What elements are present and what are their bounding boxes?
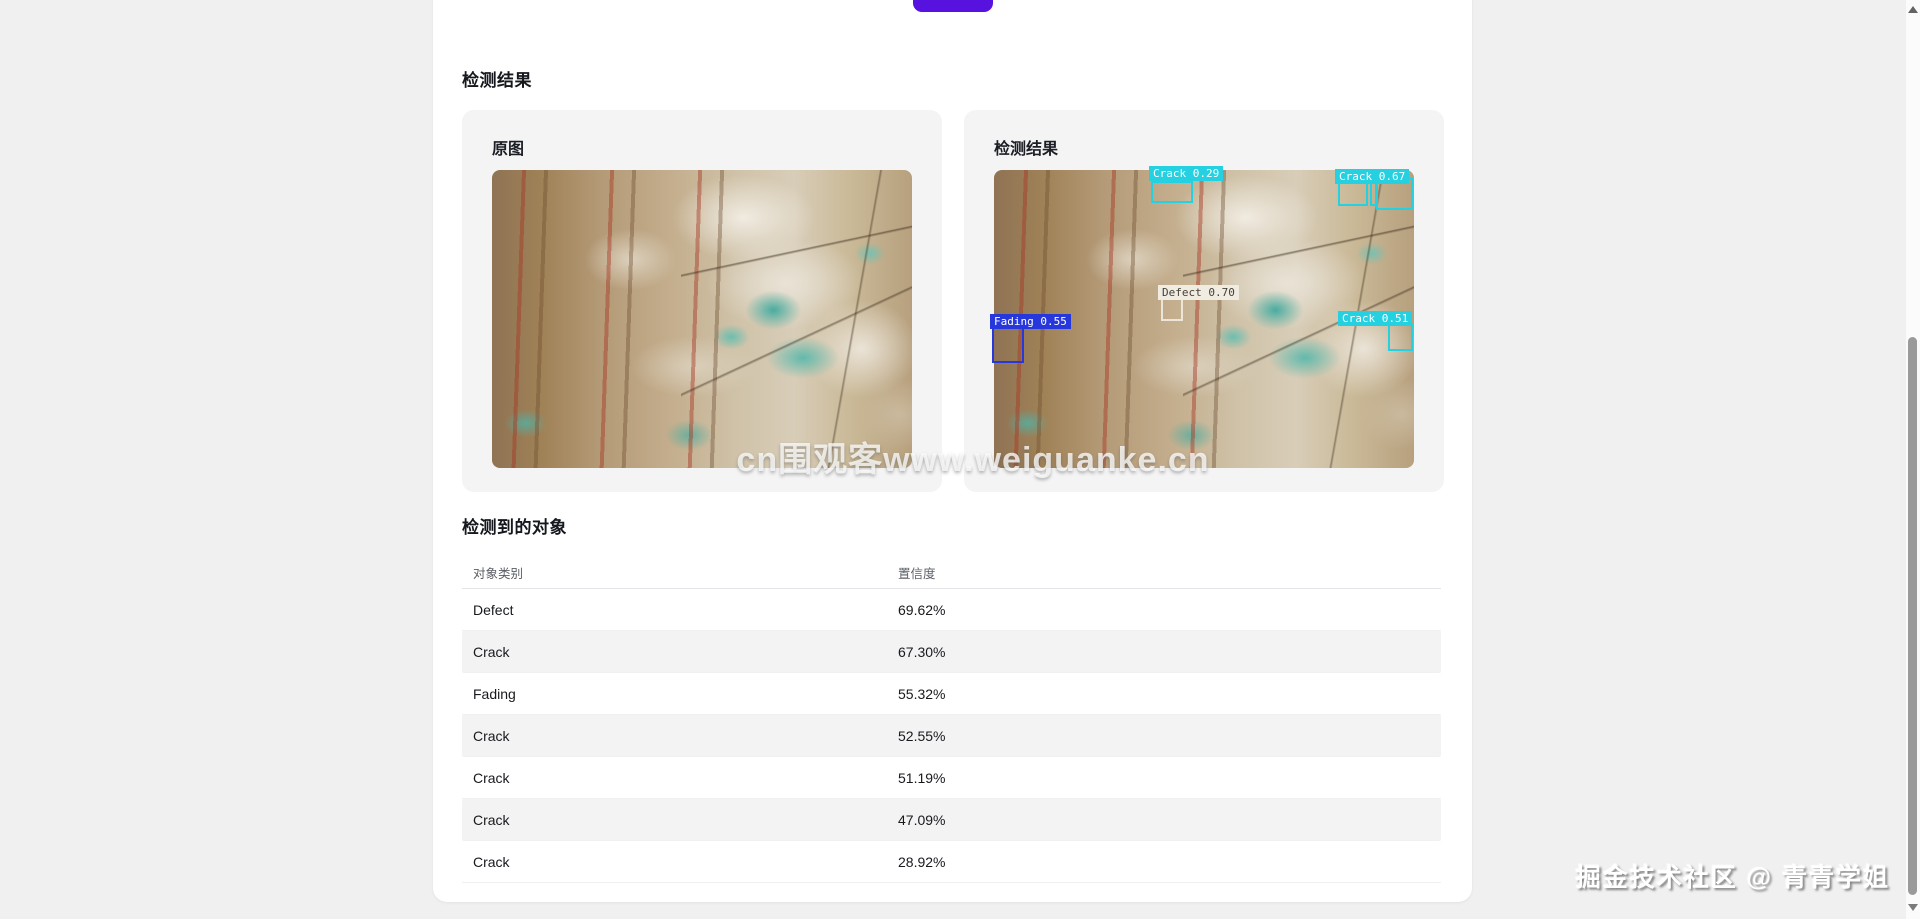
scroll-up-arrow-icon[interactable]: [1908, 6, 1918, 13]
original-panel-title: 原图: [492, 141, 525, 158]
cell-category: Crack: [473, 727, 510, 744]
cell-category: Crack: [473, 811, 510, 828]
objects-heading: 检测到的对象: [462, 518, 567, 537]
detection-label: Fading 0.55: [990, 314, 1071, 329]
bounding-box: [992, 327, 1024, 363]
cell-category: Defect: [473, 601, 514, 618]
bounding-box: [1388, 323, 1413, 351]
mural-photo: [492, 170, 912, 468]
cell-confidence: 52.55%: [898, 727, 946, 744]
detected-objects-table: 对象类别 置信度 Defect 69.62% Crack 67.30% Fading 55…: [462, 556, 1441, 883]
cell-confidence: 69.62%: [898, 601, 946, 618]
original-image: [492, 170, 912, 468]
detection-overlay: Crack 0.29 Crack 0.67 Defect 0.70 Fading 0.…: [990, 166, 1414, 468]
detection-label: Defect 0.70: [1158, 285, 1239, 300]
scrollbar-thumb[interactable]: [1908, 337, 1917, 895]
table-body: Defect 69.62% Crack 67.30% Fading 55.32% Crack…: [462, 589, 1441, 883]
detection-label: Crack 0.67: [1335, 169, 1410, 184]
results-card: 检测结果 原图 检测结果 Crack 0.29 Crack 0.67 Defect …: [433, 0, 1472, 902]
cell-category: Crack: [473, 769, 510, 786]
table-row: Crack 67.30%: [462, 631, 1441, 673]
table-row: Crack 51.19%: [462, 757, 1441, 799]
detected-image-panel: 检测结果 Crack 0.29 Crack 0.67 Defect 0.70 Fadi…: [964, 110, 1444, 492]
detect-submit-button[interactable]: [913, 0, 993, 12]
cell-category: Fading: [473, 685, 516, 702]
attribution-text: 掘金技术社区 @ 青青学姐: [1575, 864, 1890, 892]
table-row: Defect 69.62%: [462, 589, 1441, 631]
table-row: Crack 28.92%: [462, 841, 1441, 883]
cell-confidence: 47.09%: [898, 811, 946, 828]
results-heading: 检测结果: [462, 71, 532, 90]
cell-confidence: 55.32%: [898, 685, 946, 702]
table-header-row: 对象类别 置信度: [462, 556, 1441, 589]
detected-panel-title: 检测结果: [994, 141, 1059, 158]
detection-label: Crack 0.29: [1149, 166, 1224, 181]
col-header-confidence: 置信度: [898, 566, 936, 581]
original-image-panel: 原图: [462, 110, 942, 492]
detected-image: Crack 0.29 Crack 0.67 Defect 0.70 Fading 0.…: [990, 166, 1414, 468]
detection-label: Crack 0.51: [1338, 311, 1413, 326]
table-row: Crack 47.09%: [462, 799, 1441, 841]
cell-category: Crack: [473, 643, 510, 660]
cell-category: Crack: [473, 853, 510, 870]
cell-confidence: 28.92%: [898, 853, 946, 870]
bounding-box: [1161, 298, 1183, 321]
bounding-box: [1151, 181, 1193, 203]
cell-confidence: 67.30%: [898, 643, 946, 660]
table-row: Fading 55.32%: [462, 673, 1441, 715]
scroll-down-arrow-icon[interactable]: [1908, 904, 1918, 911]
cell-confidence: 51.19%: [898, 769, 946, 786]
col-header-category: 对象类别: [473, 566, 524, 581]
table-row: Crack 52.55%: [462, 715, 1441, 757]
page-scrollbar[interactable]: [1906, 0, 1920, 919]
